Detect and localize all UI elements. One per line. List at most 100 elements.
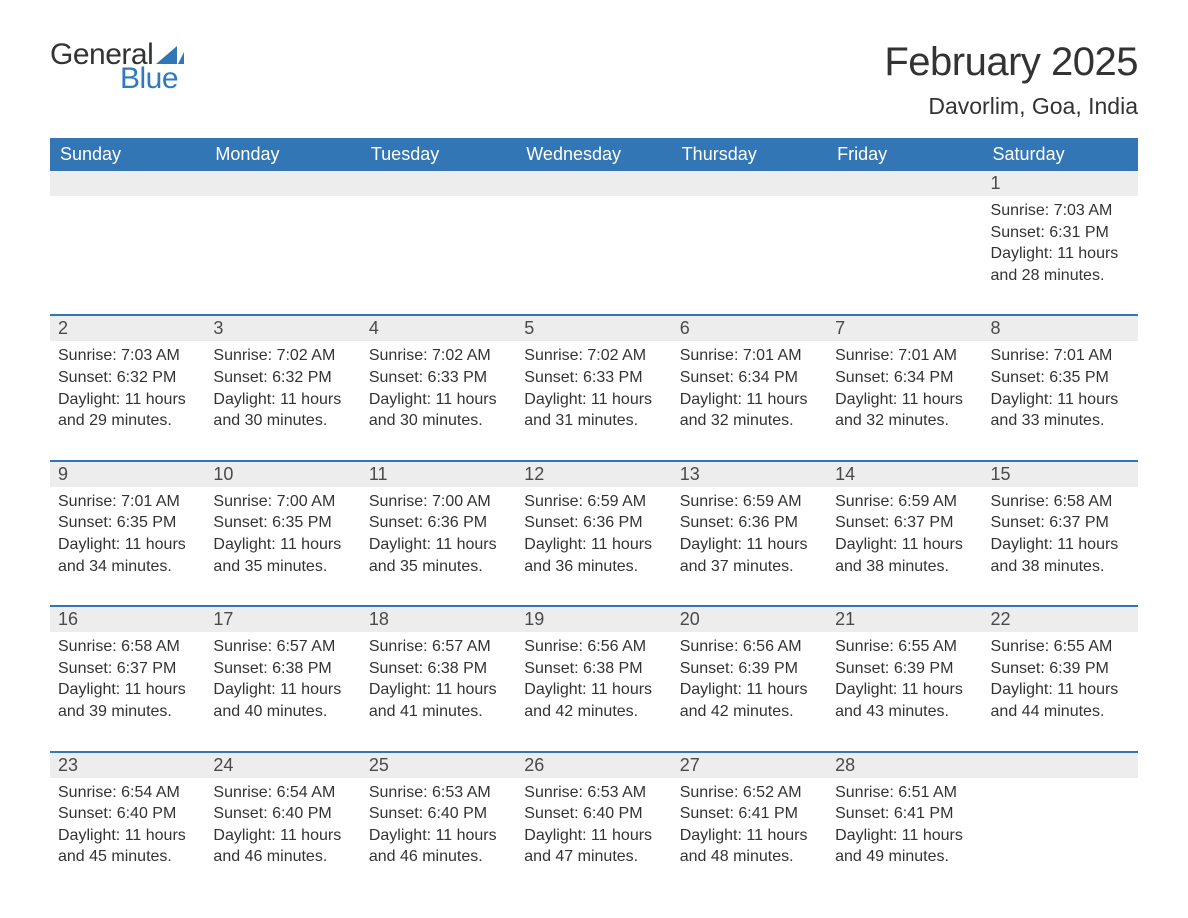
daylight-text: Daylight: 11 hours and 33 minutes. — [991, 389, 1130, 432]
day-number-cell: 22 — [983, 607, 1138, 632]
daylight-text: Daylight: 11 hours and 39 minutes. — [58, 679, 197, 722]
day-number-cell: 14 — [827, 462, 982, 487]
day-detail-row: Sunrise: 7:03 AMSunset: 6:31 PMDaylight:… — [50, 196, 1138, 315]
day-detail-cell — [983, 778, 1138, 876]
day-detail-cell: Sunrise: 6:57 AMSunset: 6:38 PMDaylight:… — [205, 632, 360, 751]
daylight-text: Daylight: 11 hours and 37 minutes. — [680, 534, 819, 577]
day-number-cell — [672, 171, 827, 196]
day-detail-cell: Sunrise: 6:56 AMSunset: 6:39 PMDaylight:… — [672, 632, 827, 751]
sunset-text: Sunset: 6:35 PM — [213, 512, 352, 534]
day-detail-cell: Sunrise: 7:01 AMSunset: 6:34 PMDaylight:… — [827, 341, 982, 460]
sunset-text: Sunset: 6:36 PM — [680, 512, 819, 534]
sunrise-text: Sunrise: 7:03 AM — [991, 200, 1130, 222]
sunset-text: Sunset: 6:37 PM — [835, 512, 974, 534]
daylight-text: Daylight: 11 hours and 41 minutes. — [369, 679, 508, 722]
calendar-table: SundayMondayTuesdayWednesdayThursdayFrid… — [50, 138, 1138, 876]
day-header: Thursday — [672, 138, 827, 171]
sunrise-text: Sunrise: 7:02 AM — [213, 345, 352, 367]
daylight-text: Daylight: 11 hours and 42 minutes. — [680, 679, 819, 722]
logo: General Blue — [50, 40, 184, 94]
day-detail-row: Sunrise: 6:58 AMSunset: 6:37 PMDaylight:… — [50, 632, 1138, 751]
sunrise-text: Sunrise: 6:59 AM — [680, 491, 819, 513]
day-header: Wednesday — [516, 138, 671, 171]
day-number-cell: 7 — [827, 316, 982, 341]
day-detail-cell — [205, 196, 360, 315]
day-header: Sunday — [50, 138, 205, 171]
day-detail-cell: Sunrise: 6:54 AMSunset: 6:40 PMDaylight:… — [205, 778, 360, 876]
sunrise-text: Sunrise: 7:00 AM — [213, 491, 352, 513]
daylight-text: Daylight: 11 hours and 46 minutes. — [369, 825, 508, 868]
day-detail-cell: Sunrise: 6:59 AMSunset: 6:36 PMDaylight:… — [672, 487, 827, 606]
day-detail-cell: Sunrise: 6:53 AMSunset: 6:40 PMDaylight:… — [516, 778, 671, 876]
sunset-text: Sunset: 6:38 PM — [524, 658, 663, 680]
day-number-cell: 19 — [516, 607, 671, 632]
day-detail-cell: Sunrise: 6:53 AMSunset: 6:40 PMDaylight:… — [361, 778, 516, 876]
day-header: Monday — [205, 138, 360, 171]
sunrise-text: Sunrise: 6:54 AM — [213, 782, 352, 804]
sunset-text: Sunset: 6:40 PM — [213, 803, 352, 825]
day-number-cell — [983, 753, 1138, 778]
day-number-cell: 5 — [516, 316, 671, 341]
day-detail-cell — [361, 196, 516, 315]
sunset-text: Sunset: 6:39 PM — [835, 658, 974, 680]
day-detail-row: Sunrise: 7:03 AMSunset: 6:32 PMDaylight:… — [50, 341, 1138, 460]
day-detail-cell: Sunrise: 6:51 AMSunset: 6:41 PMDaylight:… — [827, 778, 982, 876]
sunrise-text: Sunrise: 6:58 AM — [58, 636, 197, 658]
day-number-cell — [516, 171, 671, 196]
day-number-cell: 6 — [672, 316, 827, 341]
day-number-cell — [50, 171, 205, 196]
sunrise-text: Sunrise: 7:01 AM — [835, 345, 974, 367]
day-number-cell: 13 — [672, 462, 827, 487]
day-detail-cell: Sunrise: 7:00 AMSunset: 6:35 PMDaylight:… — [205, 487, 360, 606]
daylight-text: Daylight: 11 hours and 42 minutes. — [524, 679, 663, 722]
daylight-text: Daylight: 11 hours and 47 minutes. — [524, 825, 663, 868]
sunrise-text: Sunrise: 6:54 AM — [58, 782, 197, 804]
day-detail-cell: Sunrise: 6:59 AMSunset: 6:37 PMDaylight:… — [827, 487, 982, 606]
sunrise-text: Sunrise: 7:01 AM — [58, 491, 197, 513]
sunset-text: Sunset: 6:40 PM — [369, 803, 508, 825]
sunrise-text: Sunrise: 7:01 AM — [991, 345, 1130, 367]
day-number-cell: 21 — [827, 607, 982, 632]
daylight-text: Daylight: 11 hours and 34 minutes. — [58, 534, 197, 577]
header: General Blue February 2025 Davorlim, Goa… — [50, 40, 1138, 120]
day-number-cell: 16 — [50, 607, 205, 632]
day-detail-cell: Sunrise: 7:03 AMSunset: 6:31 PMDaylight:… — [983, 196, 1138, 315]
sunset-text: Sunset: 6:32 PM — [213, 367, 352, 389]
sunrise-text: Sunrise: 6:57 AM — [213, 636, 352, 658]
sunrise-text: Sunrise: 6:58 AM — [991, 491, 1130, 513]
day-detail-cell — [50, 196, 205, 315]
day-detail-cell: Sunrise: 6:52 AMSunset: 6:41 PMDaylight:… — [672, 778, 827, 876]
day-header: Tuesday — [361, 138, 516, 171]
sunset-text: Sunset: 6:34 PM — [835, 367, 974, 389]
day-detail-cell: Sunrise: 6:54 AMSunset: 6:40 PMDaylight:… — [50, 778, 205, 876]
daylight-text: Daylight: 11 hours and 45 minutes. — [58, 825, 197, 868]
sunset-text: Sunset: 6:38 PM — [369, 658, 508, 680]
day-number-cell: 3 — [205, 316, 360, 341]
sunset-text: Sunset: 6:39 PM — [680, 658, 819, 680]
day-number-cell: 1 — [983, 171, 1138, 196]
day-detail-row: Sunrise: 7:01 AM Sunset: 6:35 PM Daylight:… — [50, 487, 1138, 606]
sunrise-text: Sunrise: 7:01 AM — [680, 345, 819, 367]
day-detail-cell: Sunrise: 7:02 AMSunset: 6:33 PMDaylight:… — [361, 341, 516, 460]
daylight-text: Daylight: 11 hours and 44 minutes. — [991, 679, 1130, 722]
sunset-text: Sunset: 6:40 PM — [58, 803, 197, 825]
day-number-row: 2345678 — [50, 316, 1138, 341]
sunset-text: Sunset: 6:37 PM — [991, 512, 1130, 534]
day-number-cell — [827, 171, 982, 196]
daylight-text: Daylight: 11 hours and 30 minutes. — [213, 389, 352, 432]
sunrise-text: Sunrise: 6:53 AM — [524, 782, 663, 804]
logo-text-blue: Blue — [120, 64, 184, 94]
daylight-text: Daylight: 11 hours and 38 minutes. — [991, 534, 1130, 577]
sunset-text: Sunset: 6:32 PM — [58, 367, 197, 389]
day-number-cell: 28 — [827, 753, 982, 778]
day-detail-cell: Sunrise: 6:56 AMSunset: 6:38 PMDaylight:… — [516, 632, 671, 751]
day-detail-cell: Sunrise: 7:02 AMSunset: 6:33 PMDaylight:… — [516, 341, 671, 460]
sunrise-text: Sunrise: 7:02 AM — [369, 345, 508, 367]
sunrise-text: Sunrise: 6:57 AM — [369, 636, 508, 658]
sunset-text: Sunset: 6:41 PM — [835, 803, 974, 825]
sunrise-text: Sunrise: 6:51 AM — [835, 782, 974, 804]
day-detail-cell: Sunrise: 7:01 AMSunset: 6:35 PMDaylight:… — [50, 487, 205, 606]
sunrise-text: Sunrise: 6:55 AM — [991, 636, 1130, 658]
day-number-row: 16171819202122 — [50, 607, 1138, 632]
day-detail-row: Sunrise: 6:54 AMSunset: 6:40 PMDaylight:… — [50, 778, 1138, 876]
